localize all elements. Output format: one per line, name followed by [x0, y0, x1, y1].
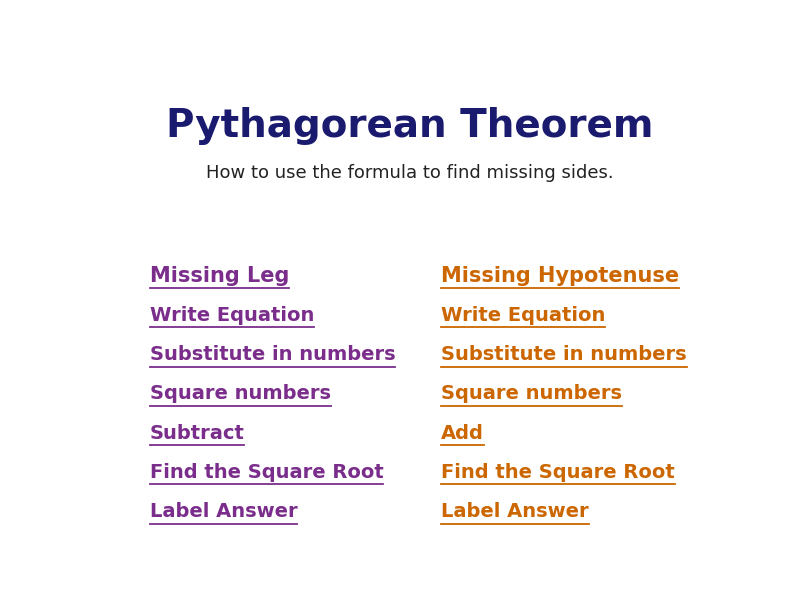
Text: Missing Hypotenuse: Missing Hypotenuse [441, 266, 679, 285]
Text: Substitute in numbers: Substitute in numbers [150, 345, 395, 364]
Text: Subtract: Subtract [150, 424, 245, 443]
Text: Add: Add [441, 424, 484, 443]
Text: Find the Square Root: Find the Square Root [150, 463, 383, 482]
Text: Substitute in numbers: Substitute in numbers [441, 345, 686, 364]
Text: Label Answer: Label Answer [150, 502, 298, 522]
Text: Label Answer: Label Answer [441, 502, 589, 522]
Text: Find the Square Root: Find the Square Root [441, 463, 674, 482]
Text: How to use the formula to find missing sides.: How to use the formula to find missing s… [206, 164, 614, 182]
Text: Write Equation: Write Equation [150, 306, 314, 325]
Text: Pythagorean Theorem: Pythagorean Theorem [166, 107, 654, 145]
Text: Square numbers: Square numbers [441, 384, 622, 403]
Text: Write Equation: Write Equation [441, 306, 606, 325]
Text: Missing Leg: Missing Leg [150, 266, 289, 285]
Text: Square numbers: Square numbers [150, 384, 330, 403]
